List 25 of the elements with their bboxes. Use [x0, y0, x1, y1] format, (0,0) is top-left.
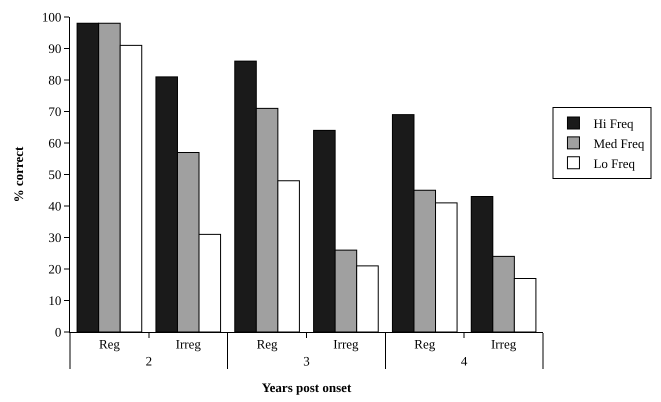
- y-tick-label: 70: [48, 104, 62, 120]
- y-tick-label: 10: [48, 293, 62, 308]
- legend-label: Lo Freq: [593, 156, 636, 171]
- y-tick-label: 30: [48, 230, 62, 246]
- y-tick-label: 40: [48, 198, 62, 214]
- x-tick-label: Reg: [414, 336, 436, 352]
- x-axis-title: Years post onset: [262, 380, 352, 396]
- text: 3: [303, 354, 310, 369]
- x-tick-label: Irreg: [176, 336, 202, 352]
- x-tick-label: Irreg: [333, 336, 360, 352]
- y-tick-label: 90: [48, 41, 62, 56]
- x-tick-label: Reg: [256, 336, 278, 352]
- legend-label: Hi Freq: [593, 116, 634, 132]
- y-axis-title: % correct: [10, 146, 26, 202]
- y-tick-label: 80: [48, 72, 62, 88]
- y-tick-label: 50: [48, 167, 62, 182]
- legend-label: Med Freq: [593, 136, 645, 151]
- y-tick-label: 0: [54, 324, 62, 340]
- text: 2: [146, 354, 152, 369]
- y-tick-label: 100: [42, 10, 62, 25]
- y-tick-label: 20: [48, 262, 62, 277]
- text: 4: [460, 354, 468, 369]
- y-tick-label: 60: [48, 136, 62, 151]
- x-tick-label: Reg: [98, 336, 120, 352]
- x-tick-label: Irreg: [490, 336, 517, 352]
